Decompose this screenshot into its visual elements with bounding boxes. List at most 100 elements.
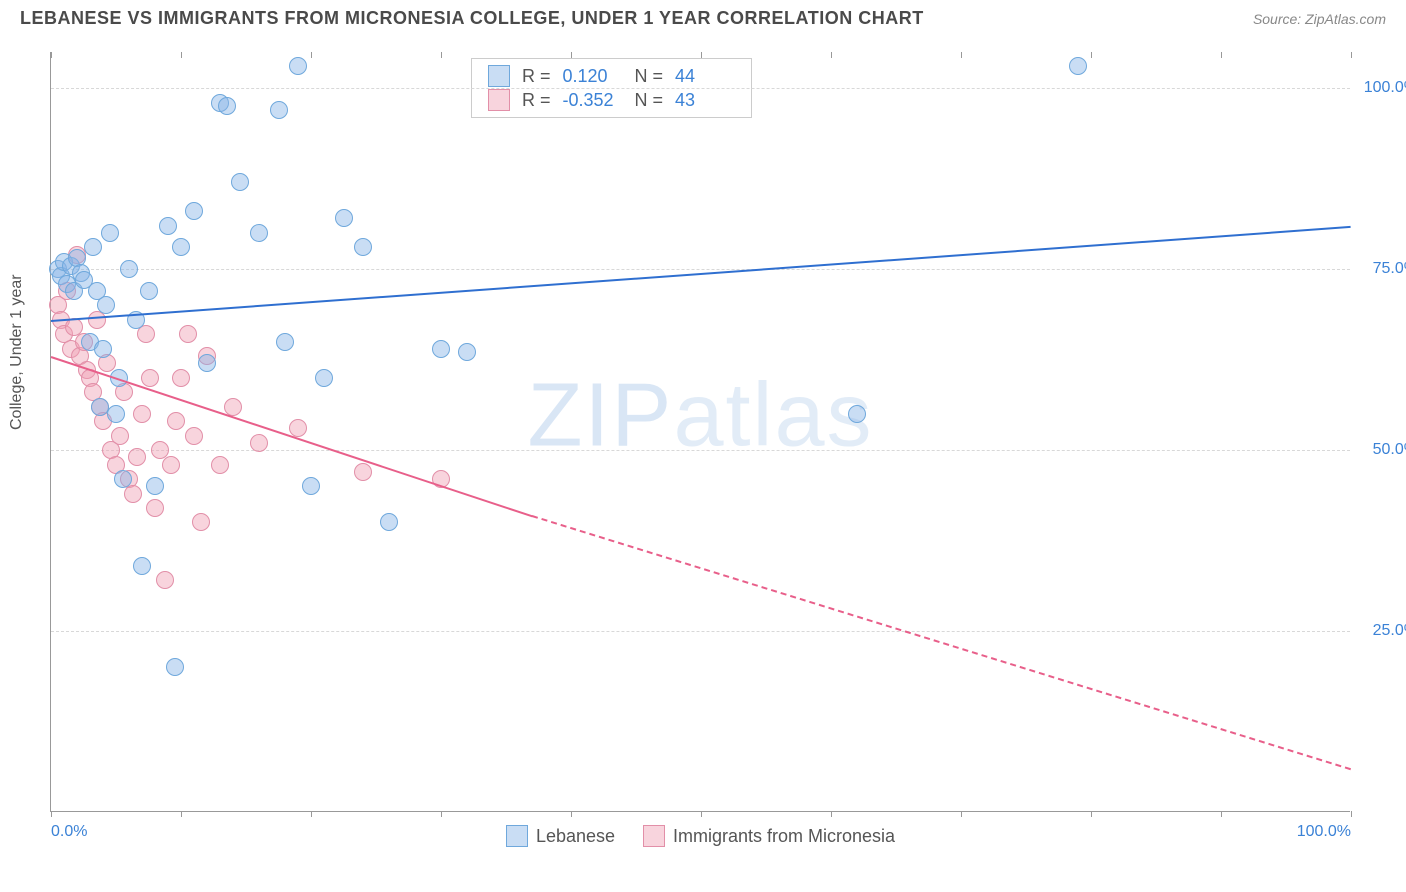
- legend-r-label: R =: [522, 66, 551, 87]
- x-tick: [1091, 811, 1092, 817]
- data-point: [185, 202, 203, 220]
- y-tick-label: 50.0%: [1373, 441, 1406, 459]
- gridline: [51, 450, 1350, 451]
- legend-swatch: [488, 65, 510, 87]
- trend-line: [51, 226, 1351, 322]
- legend-row: R = -0.352 N = 43: [488, 89, 735, 111]
- x-tick-inner: [961, 52, 962, 58]
- x-tick-inner: [441, 52, 442, 58]
- y-axis-label: College, Under 1 year: [8, 274, 26, 430]
- data-point: [185, 427, 203, 445]
- x-tick: [831, 811, 832, 817]
- data-point: [166, 658, 184, 676]
- data-point: [354, 238, 372, 256]
- data-point: [1069, 57, 1087, 75]
- legend-swatch: [643, 825, 665, 847]
- y-tick-label: 100.0%: [1364, 79, 1406, 97]
- scatter-chart: ZIPatlas R =0.120N =44R =-0.352N =43 Leb…: [50, 52, 1350, 812]
- data-point: [97, 296, 115, 314]
- legend-n-label: N =: [635, 66, 664, 87]
- data-point: [192, 513, 210, 531]
- data-point: [432, 340, 450, 358]
- gridline: [51, 88, 1350, 89]
- data-point: [156, 571, 174, 589]
- data-point: [128, 448, 146, 466]
- legend-item: Immigrants from Micronesia: [643, 825, 895, 847]
- x-tick: [701, 811, 702, 817]
- x-tick-inner: [311, 52, 312, 58]
- data-point: [84, 238, 102, 256]
- chart-title: LEBANESE VS IMMIGRANTS FROM MICRONESIA C…: [20, 8, 924, 29]
- data-point: [114, 470, 132, 488]
- y-tick-label: 75.0%: [1373, 260, 1406, 278]
- data-point: [354, 463, 372, 481]
- data-point: [848, 405, 866, 423]
- x-tick-inner: [51, 52, 52, 58]
- data-point: [211, 456, 229, 474]
- legend-r-value: -0.352: [563, 90, 623, 111]
- trend-line: [532, 515, 1352, 770]
- data-point: [335, 209, 353, 227]
- data-point: [167, 412, 185, 430]
- data-point: [276, 333, 294, 351]
- x-tick-inner: [1221, 52, 1222, 58]
- data-point: [179, 325, 197, 343]
- data-point: [198, 354, 216, 372]
- data-point: [162, 456, 180, 474]
- data-point: [124, 485, 142, 503]
- data-point: [141, 369, 159, 387]
- x-tick-label: 100.0%: [1297, 823, 1351, 841]
- legend-n-value: 43: [675, 90, 735, 111]
- x-tick: [311, 811, 312, 817]
- legend-item: Lebanese: [506, 825, 615, 847]
- gridline: [51, 631, 1350, 632]
- legend-swatch: [506, 825, 528, 847]
- data-point: [140, 282, 158, 300]
- x-tick-inner: [181, 52, 182, 58]
- gridline: [51, 269, 1350, 270]
- data-point: [458, 343, 476, 361]
- data-point: [146, 477, 164, 495]
- x-tick: [1351, 811, 1352, 817]
- x-tick: [51, 811, 52, 817]
- x-tick-inner: [1351, 52, 1352, 58]
- x-tick-inner: [701, 52, 702, 58]
- x-tick-inner: [1091, 52, 1092, 58]
- data-point: [250, 434, 268, 452]
- legend-swatch: [488, 89, 510, 111]
- legend-n-label: N =: [635, 90, 664, 111]
- x-tick: [961, 811, 962, 817]
- source-label: Source: ZipAtlas.com: [1253, 11, 1386, 27]
- legend-r-label: R =: [522, 90, 551, 111]
- data-point: [107, 405, 125, 423]
- data-point: [380, 513, 398, 531]
- data-point: [133, 557, 151, 575]
- data-point: [159, 217, 177, 235]
- data-point: [172, 369, 190, 387]
- legend-row: R = 0.120 N = 44: [488, 65, 735, 87]
- data-point: [315, 369, 333, 387]
- data-point: [101, 224, 119, 242]
- data-point: [94, 340, 112, 358]
- x-tick-label: 0.0%: [51, 823, 87, 841]
- data-point: [146, 499, 164, 517]
- data-point: [111, 427, 129, 445]
- data-point: [218, 97, 236, 115]
- data-point: [120, 260, 138, 278]
- data-point: [302, 477, 320, 495]
- x-tick: [181, 811, 182, 817]
- data-point: [289, 57, 307, 75]
- data-point: [270, 101, 288, 119]
- data-point: [231, 173, 249, 191]
- data-point: [137, 325, 155, 343]
- legend-n-value: 44: [675, 66, 735, 87]
- data-point: [133, 405, 151, 423]
- x-tick-inner: [571, 52, 572, 58]
- x-tick: [571, 811, 572, 817]
- x-tick-inner: [831, 52, 832, 58]
- legend-label: Immigrants from Micronesia: [673, 826, 895, 847]
- legend-label: Lebanese: [536, 826, 615, 847]
- watermark: ZIPatlas: [527, 365, 873, 468]
- legend-r-value: 0.120: [563, 66, 623, 87]
- y-tick-label: 25.0%: [1373, 622, 1406, 640]
